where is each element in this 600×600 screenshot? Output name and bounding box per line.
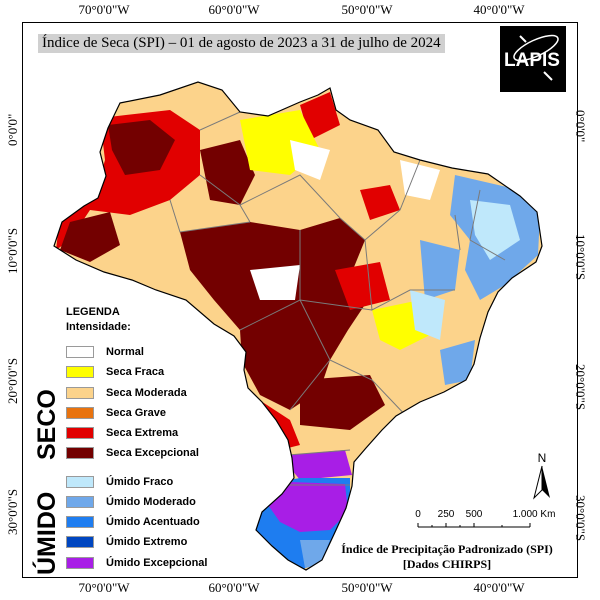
region-wet-weak-bahia xyxy=(410,290,445,340)
legend-item-moderate-wet: Úmido Moderado xyxy=(66,495,196,509)
lapis-logo: LAPIS xyxy=(500,26,566,92)
scale-tick-1000: 1.000 Km xyxy=(513,509,556,520)
map-title: Índice de Seca (SPI) – 01 de agosto de 2… xyxy=(38,34,445,53)
legend-swatch xyxy=(66,496,94,508)
legend-item-weak-wet: Úmido Fraco xyxy=(66,475,173,489)
region-exceptional-south-central xyxy=(300,375,385,430)
legend-item-extreme-wet: Úmido Extremo xyxy=(66,535,187,549)
state-borders xyxy=(169,111,506,486)
north-arrow-icon: N xyxy=(533,451,550,500)
region-extreme-tocantins xyxy=(335,262,390,310)
legend-item-normal: Normal xyxy=(66,345,144,359)
region-wet-moderate-south-coast xyxy=(300,540,330,568)
legend-heading: LEGENDA Intensidade: xyxy=(66,306,131,333)
brazil-outline xyxy=(53,81,543,571)
scale-tick-0: 0 xyxy=(415,509,421,520)
legend-swatch xyxy=(66,557,94,569)
tick-bottom-60w: 60°0'0"W xyxy=(208,580,260,595)
region-wet-exceptional-rs xyxy=(268,482,348,532)
legend-swatch xyxy=(66,427,94,439)
source-line-2: [Dados CHIRPS] xyxy=(402,557,492,571)
region-normal-northeast xyxy=(400,160,440,200)
region-wet-weak-northeast xyxy=(470,200,520,260)
region-wet-moderate-southeast xyxy=(440,340,475,385)
region-exceptional-central xyxy=(180,218,368,410)
tick-bottom-70w: 70°0'0"W xyxy=(78,580,130,595)
legend-item-exceptional-wet: Úmido Excepcional xyxy=(66,556,207,570)
legend-swatch xyxy=(66,516,94,528)
region-exceptional-acre xyxy=(60,212,120,262)
tick-top-40w: 40°0'0"W xyxy=(473,2,525,17)
legend-swatch xyxy=(66,476,94,488)
legend-item-extreme-drought: Seca Extrema xyxy=(66,426,178,440)
data-source: Índice de Precipitação Padronizado (SPI)… xyxy=(332,542,562,572)
tick-top-70w: 70°0'0"W xyxy=(78,2,130,17)
legend-swatch xyxy=(66,407,94,419)
legend-swatch xyxy=(66,536,94,548)
region-exceptional-northwest xyxy=(108,120,175,175)
scale-bar: 0 250 500 1.000 Km xyxy=(415,509,556,528)
region-wet-moderate-interior xyxy=(420,240,460,300)
region-extreme-amapa xyxy=(300,92,340,140)
legend-swatch xyxy=(66,366,94,378)
tick-bottom-50w: 50°0'0"W xyxy=(341,580,393,595)
region-exceptional-amazon xyxy=(200,140,255,205)
legend-item-severe-drought: Seca Grave xyxy=(66,406,166,420)
scale-tick-250: 250 xyxy=(438,509,455,520)
region-normal-north xyxy=(290,140,330,180)
tick-bottom-40w: 40°0'0"W xyxy=(473,580,525,595)
region-extreme-para xyxy=(360,185,400,220)
legend-item-exceptional-drought: Seca Excepcional xyxy=(66,446,199,460)
legend-group-wet: ÚMIDO xyxy=(33,491,61,575)
legend-item-accentuated-wet: Úmido Acentuado xyxy=(66,515,200,529)
scale-tick-500: 500 xyxy=(466,509,483,520)
region-normal-central xyxy=(250,265,300,300)
tick-top-50w: 50°0'0"W xyxy=(341,2,393,17)
legend-item-moderate-drought: Seca Moderada xyxy=(66,386,187,400)
legend-swatch xyxy=(66,346,94,358)
north-label: N xyxy=(538,451,547,465)
tick-top-60w: 60°0'0"W xyxy=(208,2,260,17)
region-wet-exceptional-pr xyxy=(288,450,352,480)
legend-group-dry: SECO xyxy=(33,389,61,460)
logo-text: LAPIS xyxy=(504,50,560,71)
legend-swatch xyxy=(66,447,94,459)
legend-swatch xyxy=(66,387,94,399)
source-line-1: Índice de Precipitação Padronizado (SPI) xyxy=(341,542,553,556)
legend-item-weak-drought: Seca Fraca xyxy=(66,365,164,379)
